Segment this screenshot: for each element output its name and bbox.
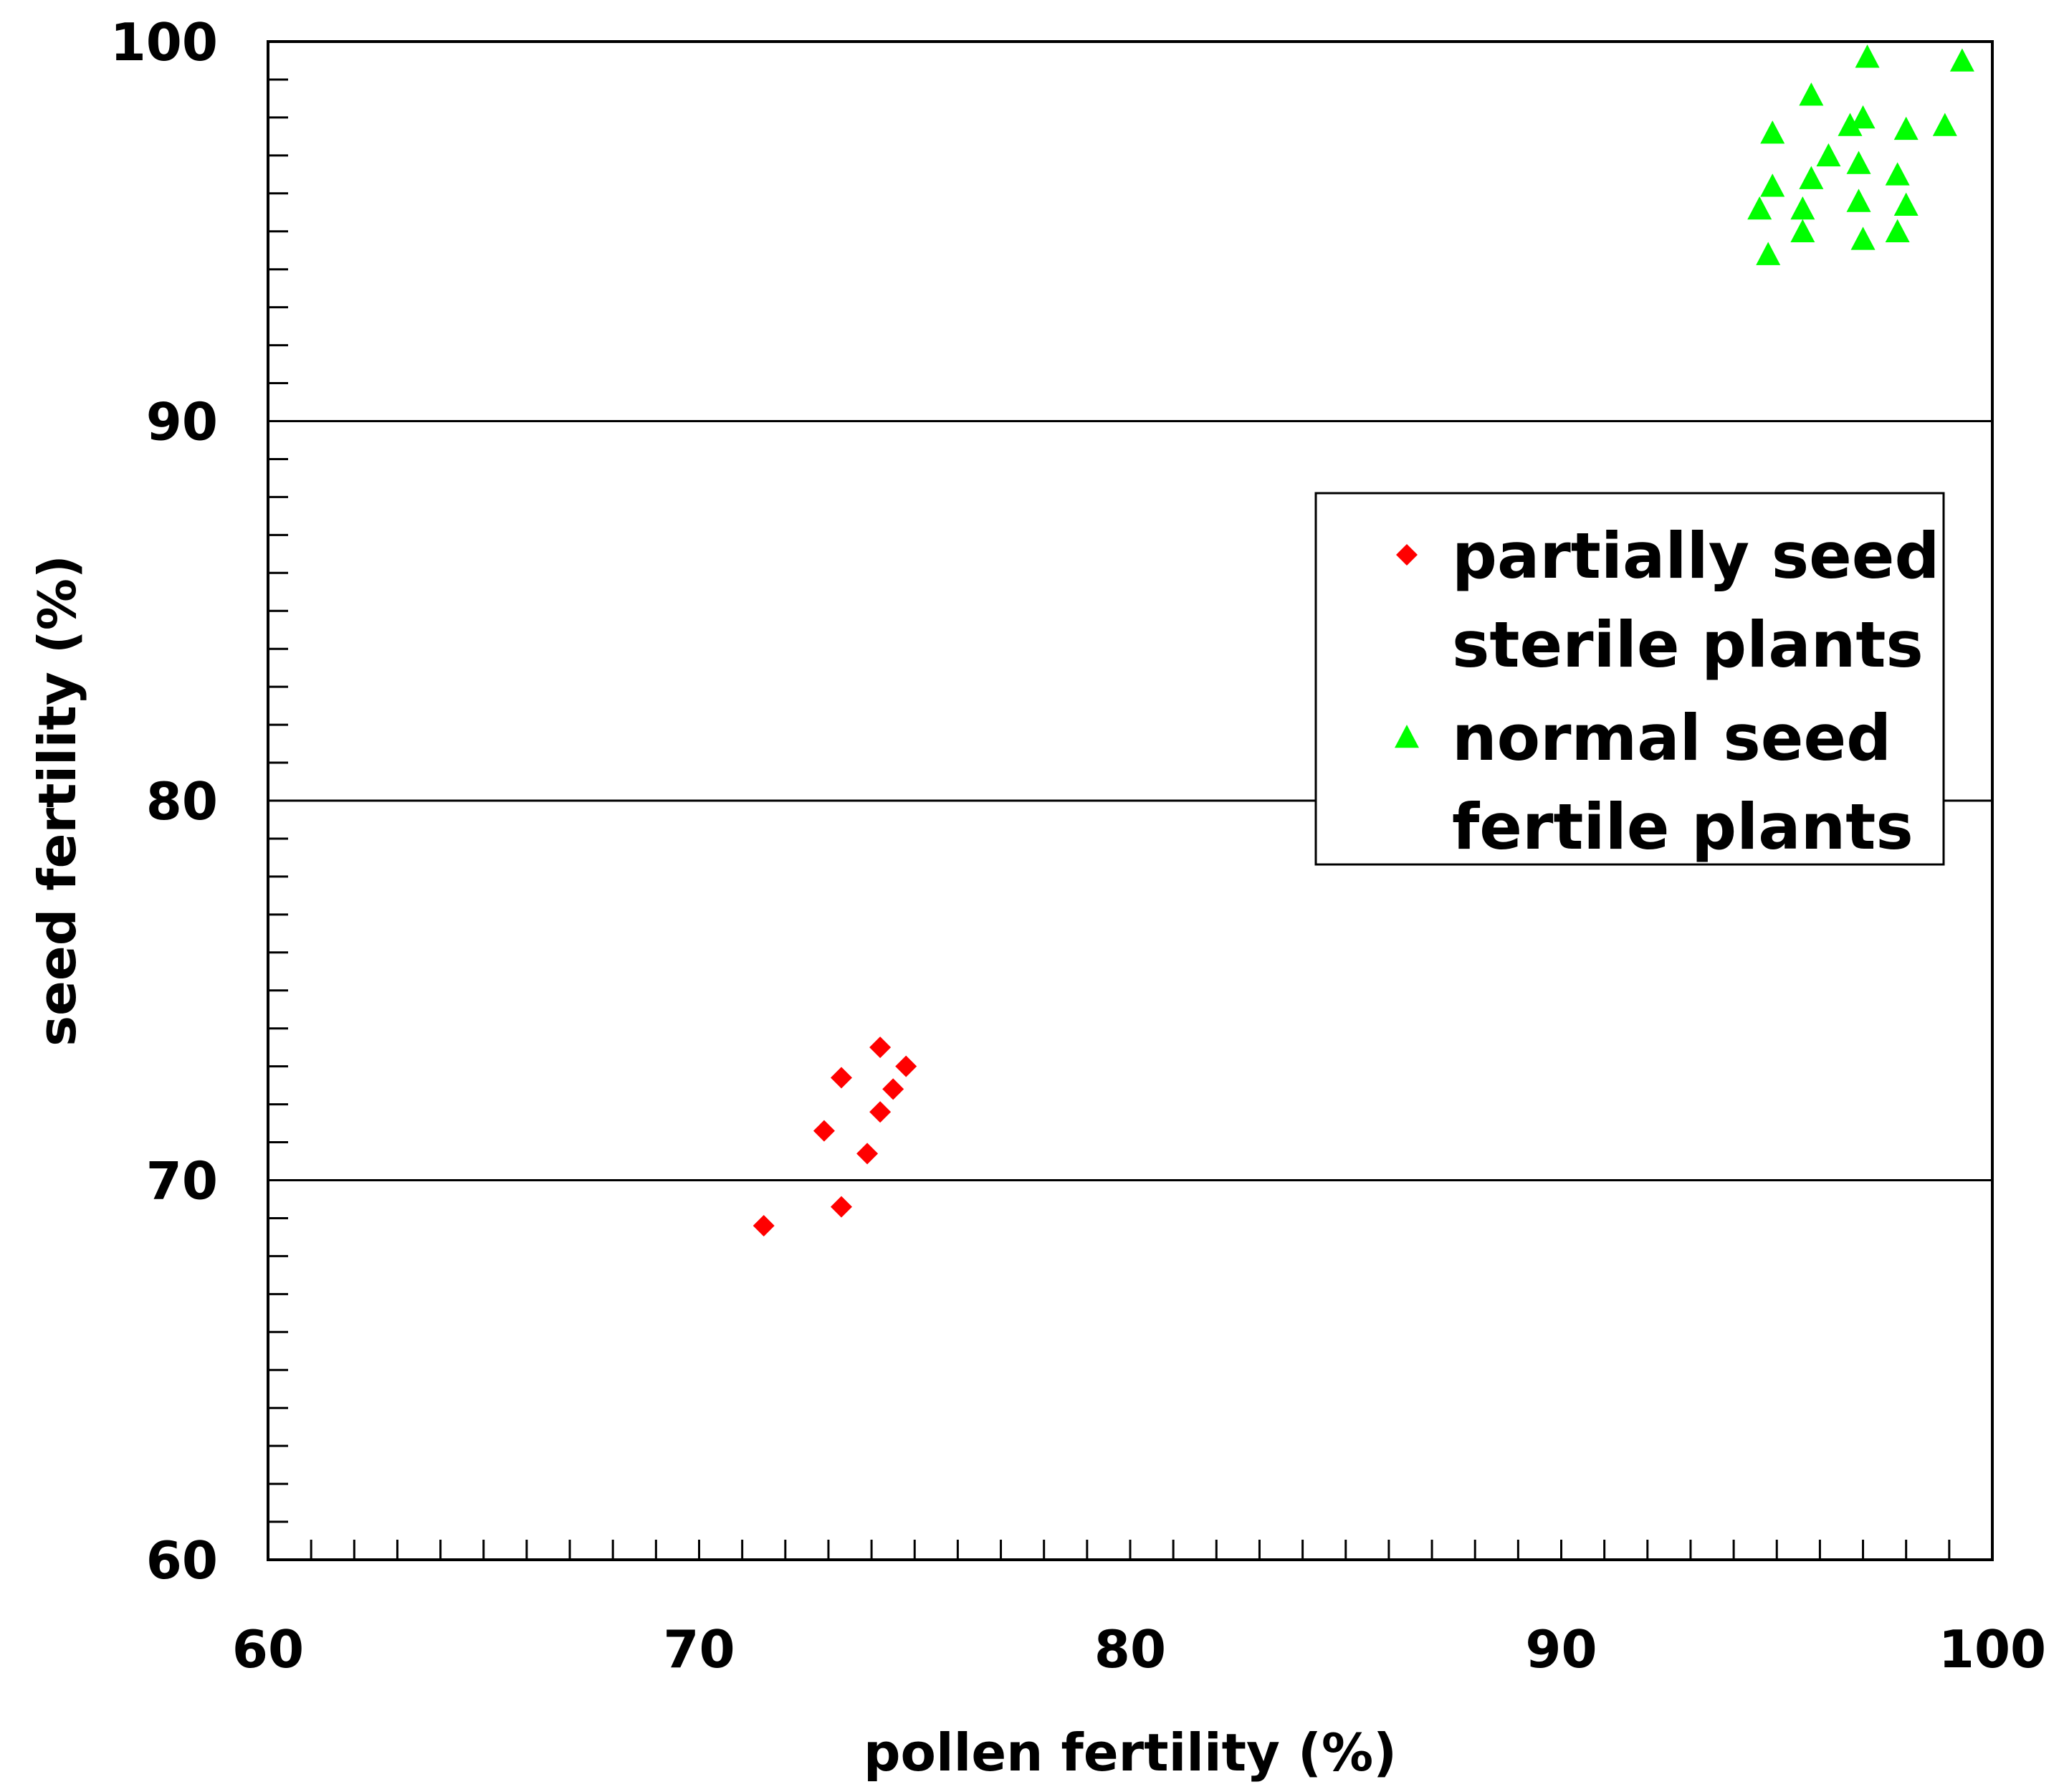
sterile-point (856, 1143, 879, 1165)
axis-ticks (268, 78, 1951, 1560)
sterile-point (869, 1036, 892, 1059)
legend-box (1314, 492, 1945, 866)
fertile-point (1846, 189, 1871, 212)
fertile-point (1790, 219, 1815, 243)
plot-area-frame (267, 40, 1994, 1561)
data-points (752, 44, 1974, 1237)
fertile-point (1799, 82, 1824, 106)
fertile-point (1799, 166, 1824, 189)
fertile-point (1885, 219, 1910, 243)
x-tick-label: 100 (1939, 1619, 2046, 1679)
sterile-point (895, 1055, 917, 1077)
legend-diamond-marker (1396, 544, 1418, 566)
y-tick-label: 70 (146, 1151, 218, 1211)
x-tick-label: 90 (1525, 1619, 1597, 1679)
fertile-point (1790, 196, 1815, 220)
legend-label: sterile plants (1452, 608, 1924, 682)
legend-label: normal seed (1452, 701, 1891, 775)
fertile-point (1850, 227, 1876, 250)
fertile-point (1932, 113, 1957, 136)
fertile-point (1816, 143, 1841, 167)
fertile-point (1850, 105, 1876, 129)
sterile-point (813, 1120, 835, 1142)
fertile-point (1893, 116, 1919, 140)
y-tick-label: 60 (146, 1530, 218, 1591)
y-tick-label: 80 (146, 771, 218, 831)
y-axis-title: seed fertility (%) (27, 555, 87, 1047)
sterile-point (830, 1067, 852, 1089)
fertile-point (1949, 48, 1974, 72)
tick-labels: 60 70 80 90 100 60 70 80 90 100 (110, 12, 2046, 1679)
y-tick-label: 90 (146, 392, 218, 452)
sterile-point (882, 1078, 904, 1100)
legend-triangle-marker (1395, 725, 1419, 748)
legend-label: fertile plants (1452, 790, 1914, 864)
fertile-point (1855, 44, 1880, 68)
fertile-point (1893, 192, 1919, 216)
x-tick-label: 70 (663, 1619, 735, 1679)
legend: partially seed sterile plants normal seed f… (1314, 492, 1945, 866)
sterile-point (752, 1215, 775, 1237)
fertile-point (1885, 162, 1910, 186)
fertile-point (1747, 196, 1772, 220)
x-tick-label: 80 (1094, 1619, 1166, 1679)
x-axis-title: pollen fertility (%) (864, 1722, 1397, 1783)
sterile-point (830, 1196, 852, 1218)
fertile-point (1838, 113, 1863, 136)
sterile-point (869, 1101, 892, 1123)
fertile-point (1846, 151, 1871, 174)
fertile-point (1760, 173, 1785, 197)
x-tick-label: 60 (232, 1619, 304, 1679)
fertile-point (1756, 242, 1781, 265)
fertile-point (1760, 120, 1785, 144)
y-tick-label: 100 (110, 12, 218, 72)
legend-items: partially seed sterile plants normal seed f… (1395, 519, 1939, 864)
legend-label: partially seed (1452, 519, 1939, 593)
